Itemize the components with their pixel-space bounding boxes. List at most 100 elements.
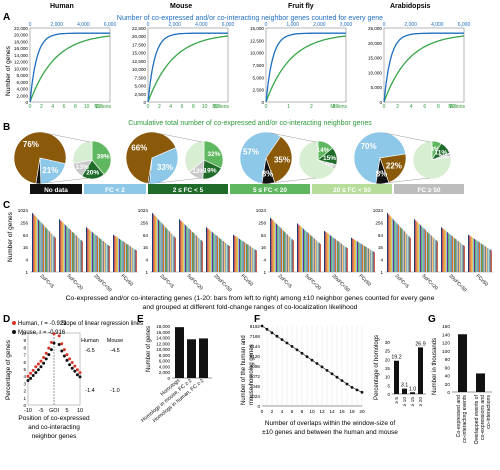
panel-g-ytick: 80 xyxy=(445,357,451,363)
panel-letter-g: G xyxy=(428,314,436,325)
panel-c-bar xyxy=(442,228,444,272)
panel-c-bar xyxy=(418,223,420,272)
panel-c-bar xyxy=(242,241,244,272)
panel-d-human-point xyxy=(29,371,33,375)
panel-c-group-label: 5≤FC<20 xyxy=(186,273,205,292)
panel-c-bar xyxy=(369,249,371,272)
panel-a-bottom-tick: 1 xyxy=(287,104,290,110)
panel-b-breakdown-pie-slice xyxy=(184,140,205,173)
panel-a-bottom-tick: 8 xyxy=(74,104,77,110)
panel-a-top-tick: 1,000 xyxy=(286,22,299,28)
panel-a-bottom-unit: Millions xyxy=(448,104,465,110)
panel-c-ytick: 4 xyxy=(263,258,266,263)
panel-c-bar xyxy=(154,215,156,272)
panel-a-neighbor-curve xyxy=(383,32,464,103)
panel-f-bar-value: 19.2 xyxy=(391,355,401,361)
panel-a-bottom-tick: 3 xyxy=(333,104,336,110)
panel-c-bar xyxy=(153,214,155,272)
panel-b-breakdown-pie-slice-label: 13% xyxy=(192,168,205,175)
panel-c-bar xyxy=(77,236,79,272)
panel-c-bar xyxy=(89,230,91,272)
panel-c-bar xyxy=(286,234,288,272)
panel-b-breakdown-pie-slice xyxy=(203,140,224,169)
panel-f-xtick: 18 xyxy=(349,409,355,415)
panel-f-bar-ytick: 30 xyxy=(385,340,391,345)
panel-c-bar xyxy=(80,240,82,272)
panel-c-bar xyxy=(337,240,339,272)
panel-c-ytick: 1 xyxy=(145,270,148,275)
panel-c-bar xyxy=(127,244,129,272)
panel-f-ytick: 3072 xyxy=(250,374,261,379)
panel-a-species-fly: Fruit fly xyxy=(288,3,314,10)
panel-c-bar xyxy=(32,213,34,272)
panel-e-bar-label: Homologs in human, FC ≥ 2 xyxy=(152,378,205,424)
panel-c-group-label: 5≤FC<20 xyxy=(421,273,440,292)
panel-c-bar xyxy=(243,242,245,272)
panel-d-xlabel: Position of co-expressed xyxy=(18,415,90,422)
panel-b-breakdown-pie-slice-label: 8% xyxy=(430,146,440,153)
panel-c-bar xyxy=(129,246,131,272)
panel-b-main-pie-slice xyxy=(149,147,179,185)
panel-c-bar xyxy=(470,236,472,272)
panel-c-bar xyxy=(367,248,369,272)
panel-d-slope-title: Slope of linear regression lines xyxy=(61,321,143,327)
panel-c-bar xyxy=(198,237,200,272)
panel-b-legend-label: 2 ≤ FC < 5 xyxy=(173,187,204,194)
panel-c-bar xyxy=(51,233,53,272)
panel-c-bar xyxy=(366,247,368,272)
panel-c-bar xyxy=(233,234,235,272)
panel-e-ytick: 8,000 xyxy=(159,353,171,358)
panel-b-breakdown-pie-slice xyxy=(72,140,93,164)
panel-c-bar xyxy=(61,221,63,272)
panel-c-bar xyxy=(489,249,491,272)
panel-c-bar xyxy=(78,237,80,272)
panel-c-bar xyxy=(288,235,290,272)
panel-c-ytick: 1024 xyxy=(256,208,267,213)
panel-c-bar xyxy=(430,235,432,272)
panel-a-bottom-tick: 10 xyxy=(449,104,455,110)
panel-c-bar xyxy=(102,241,104,272)
panel-c-bar xyxy=(41,223,43,272)
panel-c-bar xyxy=(42,224,44,272)
panel-c-group-label: FC≥50 xyxy=(358,273,373,288)
panel-d-human-point xyxy=(47,346,51,350)
panel-c-ytick: 256 xyxy=(375,220,383,225)
panel-c-bar xyxy=(209,230,211,272)
panel-c-bar xyxy=(187,227,189,272)
panel-b-breakdown-pie-slice-label: 11% xyxy=(434,150,447,157)
panel-g-ytick: 120 xyxy=(442,341,450,347)
panel-a-bottom-tick: 6 xyxy=(181,104,184,110)
panel-d-legend-human-marker xyxy=(12,321,16,325)
panel-c-bar xyxy=(408,236,410,272)
panel-f-ytick: 4096 xyxy=(250,364,261,369)
panel-c-bar xyxy=(45,227,47,272)
panel-a-neighbor-curve xyxy=(29,32,110,103)
panel-f-ylabel: Number of the human and xyxy=(241,335,247,405)
panel-c-bar xyxy=(427,232,429,272)
panel-b-breakdown-pie-slice xyxy=(298,140,336,180)
panel-c-bar xyxy=(116,237,118,272)
panel-c-ytick: 256 xyxy=(258,220,266,225)
panel-c-bar xyxy=(370,249,372,272)
panel-b-connector xyxy=(384,177,431,184)
panel-c-bar xyxy=(289,236,291,272)
panel-a-bottom-tick: 2 xyxy=(396,104,399,110)
panel-c-bar xyxy=(156,218,158,272)
panel-d-xtick: 10 xyxy=(77,408,83,414)
panel-d-mouse-point xyxy=(44,357,48,361)
panel-d-ytick: 10 xyxy=(21,331,27,336)
panel-g-bar-label: co-interactions xyxy=(486,395,492,429)
panel-c-bar xyxy=(117,238,119,272)
panel-c-bar xyxy=(423,228,425,272)
panel-c-bar xyxy=(172,235,174,272)
panel-c-bar xyxy=(435,240,437,272)
panel-a-bottom-tick: 12 xyxy=(213,104,219,110)
panel-c-bar xyxy=(441,227,443,272)
panel-c-bar xyxy=(128,245,130,272)
panel-d-col-human: Human xyxy=(81,338,99,344)
panel-a-plot-frame xyxy=(29,27,111,103)
panel-c-bar xyxy=(222,241,224,272)
panel-c-ytick: 16 xyxy=(378,245,384,250)
panel-b-breakdown-pie-slice-label: 13% xyxy=(76,164,89,171)
